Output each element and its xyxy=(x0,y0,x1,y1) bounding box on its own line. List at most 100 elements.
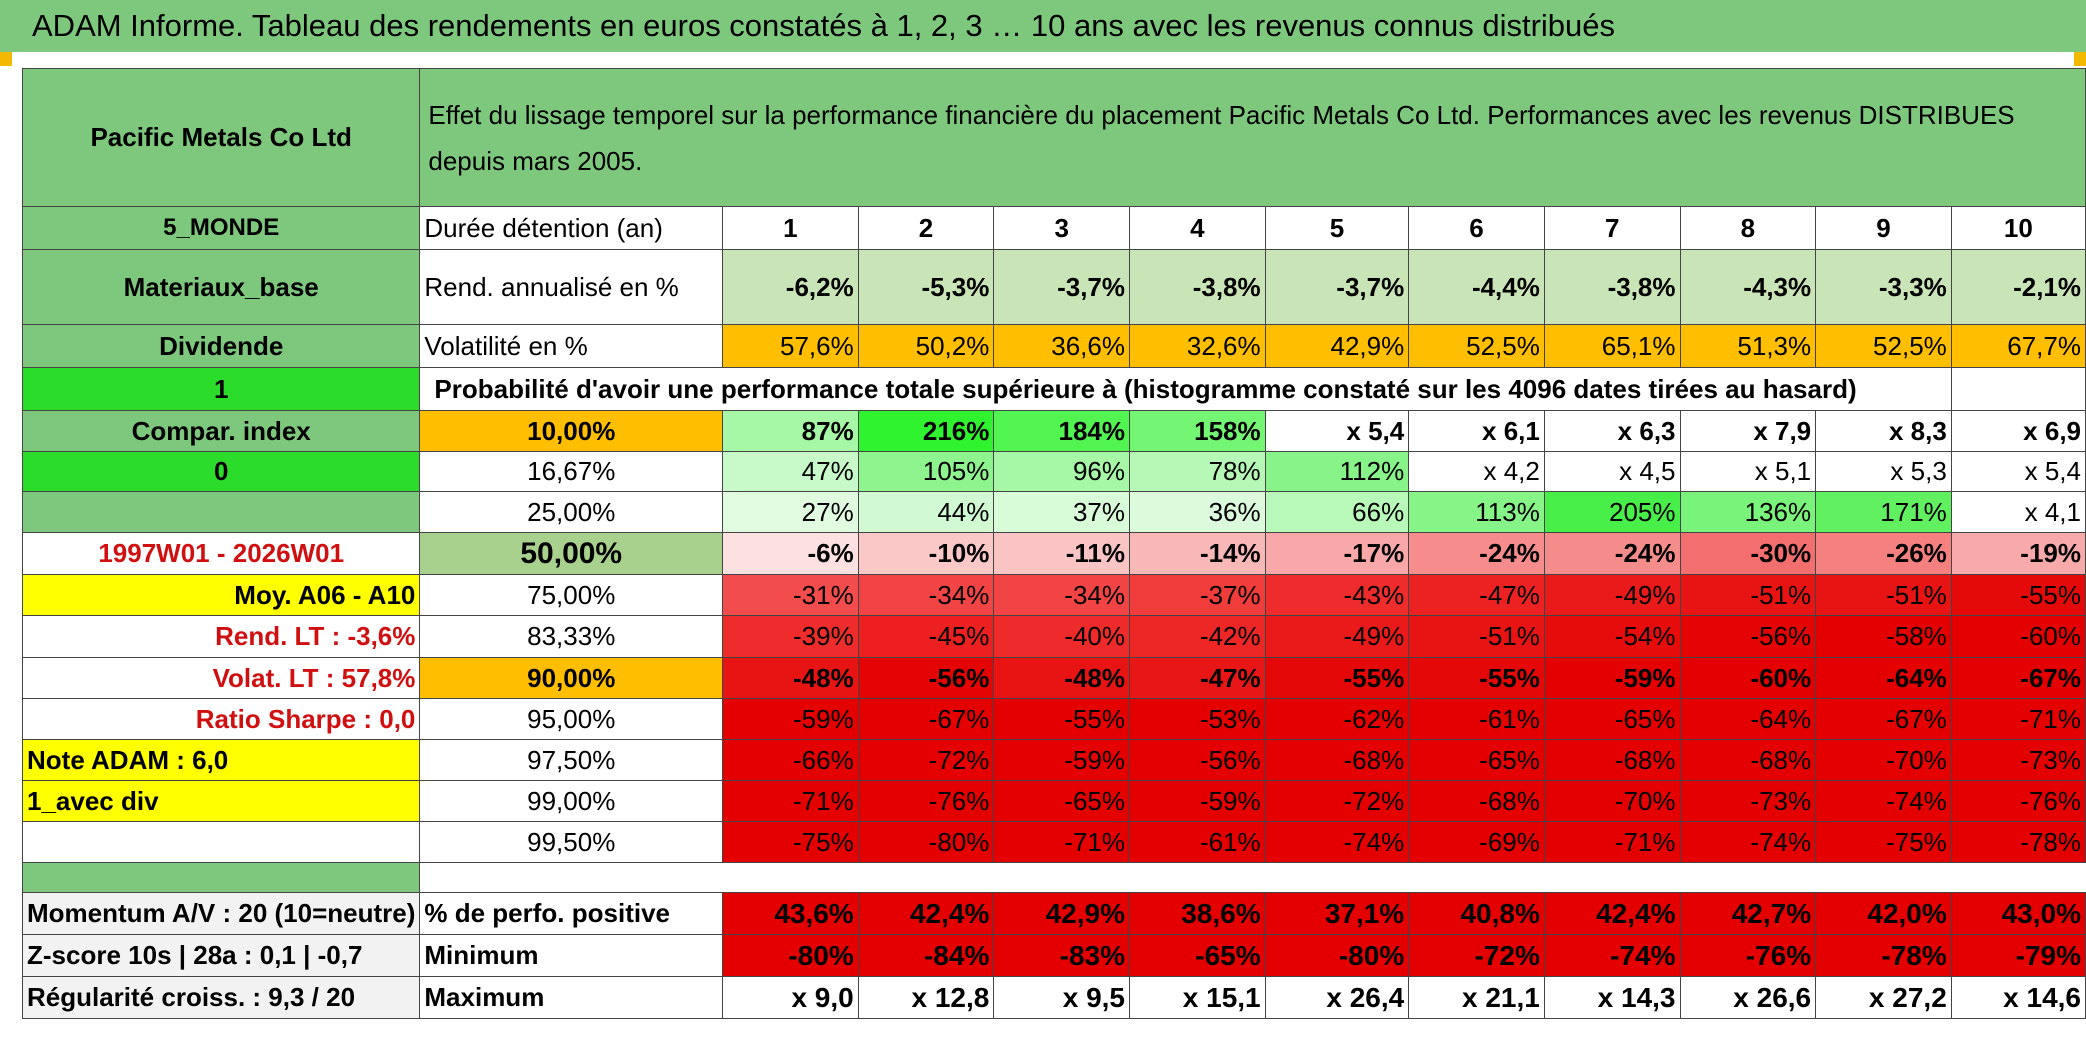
quantile-value: 105% xyxy=(857,451,995,492)
rend-value: -3,7% xyxy=(1264,249,1410,325)
quantile-value: -67% xyxy=(857,698,995,740)
separator-cell xyxy=(419,862,2086,893)
flag-zero: 0 xyxy=(21,451,421,492)
pos-value: 43,6% xyxy=(722,892,859,935)
max-label: Maximum xyxy=(419,976,724,1019)
quantile-value: -78% xyxy=(1950,821,2086,863)
report-title: ADAM Informe. Tableau des rendements en … xyxy=(32,8,1616,43)
instrument-name: Pacific Metals Co Ltd xyxy=(21,68,421,207)
quantile-value: -26% xyxy=(1815,532,1952,575)
min-value: -79% xyxy=(1950,934,2086,977)
pos-value: 42,4% xyxy=(857,892,995,935)
quantile-value: x 7,9 xyxy=(1679,410,1817,452)
quantile-value: -64% xyxy=(1815,657,1952,699)
quantile-label: 97,50% xyxy=(419,739,724,781)
prob-row: 1 Probabilité d'avoir une performance to… xyxy=(21,367,2086,411)
summary-row: Régularité croiss. : 9,3 / 20 Maximum x 9,… xyxy=(21,976,2086,1019)
quantile-value: -64% xyxy=(1679,698,1817,740)
vol-label: Volatilité en % xyxy=(419,324,724,368)
quantile-value: 37% xyxy=(993,491,1130,533)
vol-value: 52,5% xyxy=(1408,324,1545,368)
separator-cell xyxy=(21,862,421,893)
pos-value: 37,1% xyxy=(1264,892,1410,935)
empty-side xyxy=(21,491,421,533)
quantile-value: -55% xyxy=(993,698,1130,740)
rend-value: -3,8% xyxy=(1543,249,1681,325)
quantile-value: -71% xyxy=(1950,698,2086,740)
max-value: x 14,3 xyxy=(1543,976,1681,1019)
rend-row: Materiaux_base Rend. annualisé en % -6,2… xyxy=(21,249,2086,325)
min-value: -80% xyxy=(1264,934,1410,977)
quantile-value: 47% xyxy=(722,451,859,492)
quantile-row: 1_avec div 99,00% -71% -76% -65% -59% -72% -68%… xyxy=(21,780,2086,822)
quantile-value: -51% xyxy=(1408,615,1545,658)
quantile-value: -49% xyxy=(1543,574,1681,616)
quantile-value: -56% xyxy=(1129,739,1266,781)
quantile-value: -59% xyxy=(993,739,1130,781)
returns-table: Pacific Metals Co Ltd Effet du lissage t… xyxy=(21,68,2086,1019)
quantile-label: 25,00% xyxy=(419,491,724,533)
rend-value: -6,2% xyxy=(722,249,859,325)
quantile-row: 1997W01 - 2026W01 50,00% -6% -10% -11% -14% -1… xyxy=(21,532,2086,575)
quantile-row: Volat. LT : 57,8% 90,00% -48% -56% -48% -47% -… xyxy=(21,657,2086,699)
quantile-value: -11% xyxy=(993,532,1130,575)
year-header: 3 xyxy=(993,206,1130,250)
quantile-value: -19% xyxy=(1950,532,2086,575)
corner-marker xyxy=(2074,52,2086,66)
empty-cell xyxy=(1950,367,2086,411)
quantile-label: 99,50% xyxy=(419,821,724,863)
regularite-label: Régularité croiss. : 9,3 / 20 xyxy=(21,976,421,1019)
quantile-value: -72% xyxy=(1264,780,1410,822)
quantile-value: 158% xyxy=(1129,410,1266,452)
vol-value: 52,5% xyxy=(1815,324,1952,368)
quantile-row: Note ADAM : 6,0 97,50% -66% -72% -59% -56% -68… xyxy=(21,739,2086,781)
rend-value: -4,3% xyxy=(1679,249,1817,325)
income-label: Dividende xyxy=(21,324,421,368)
pos-value: 40,8% xyxy=(1408,892,1545,935)
quantile-value: -17% xyxy=(1264,532,1410,575)
vol-value: 65,1% xyxy=(1543,324,1681,368)
quantile-value: 66% xyxy=(1264,491,1410,533)
max-value: x 21,1 xyxy=(1408,976,1545,1019)
pos-value: 42,0% xyxy=(1815,892,1952,935)
quantile-value: -67% xyxy=(1815,698,1952,740)
quantile-value: -47% xyxy=(1408,574,1545,616)
vol-value: 51,3% xyxy=(1679,324,1817,368)
min-value: -78% xyxy=(1815,934,1952,977)
min-value: -80% xyxy=(722,934,859,977)
quantile-value: -6% xyxy=(722,532,859,575)
year-header: 9 xyxy=(1815,206,1952,250)
quantile-value: 78% xyxy=(1129,451,1266,492)
volat-lt-label: Volat. LT : 57,8% xyxy=(21,657,421,699)
quantile-value: -14% xyxy=(1129,532,1266,575)
quantile-value: x 6,3 xyxy=(1543,410,1681,452)
duration-row: 5_MONDE Durée détention (an) 1 2 3 4 5 6 7 8 9 10 xyxy=(21,206,2086,250)
flag-one: 1 xyxy=(21,367,421,411)
quantile-value: 184% xyxy=(993,410,1130,452)
quantile-value: -60% xyxy=(1679,657,1817,699)
vol-value: 32,6% xyxy=(1129,324,1266,368)
quantile-value: x 5,4 xyxy=(1950,451,2086,492)
pos-value: 38,6% xyxy=(1129,892,1266,935)
quantile-value: -59% xyxy=(1543,657,1681,699)
quantile-row: 99,50% -75% -80% -71% -61% -74% -69% -71% -74% -7… xyxy=(21,821,2086,863)
quantile-row: 25,00% 27% 44% 37% 36% 66% 113% 205% 136% 171% x 4… xyxy=(21,491,2086,533)
quantile-value: -65% xyxy=(993,780,1130,822)
rend-value: -3,3% xyxy=(1815,249,1952,325)
quantile-row: 0 16,67% 47% 105% 96% 78% 112% x 4,2 x 4,5 x 5,1 x… xyxy=(21,451,2086,492)
quantile-value: -10% xyxy=(857,532,995,575)
quantile-value: -58% xyxy=(1815,615,1952,658)
sector-label: Materiaux_base xyxy=(21,249,421,325)
vol-row: Dividende Volatilité en % 57,6% 50,2% 36,6… xyxy=(21,324,2086,368)
quantile-value: -49% xyxy=(1264,615,1410,658)
max-value: x 27,2 xyxy=(1815,976,1952,1019)
quantile-value: -34% xyxy=(857,574,995,616)
summary-row: Momentum A/V : 20 (10=neutre)% de perfo.… xyxy=(21,892,2086,935)
quantile-value: x 5,3 xyxy=(1815,451,1952,492)
pos-value: 42,9% xyxy=(993,892,1130,935)
quantile-value: -54% xyxy=(1543,615,1681,658)
quantile-label: 90,00% xyxy=(419,657,724,699)
quantile-value: -34% xyxy=(993,574,1130,616)
quantile-value: -72% xyxy=(857,739,995,781)
quantile-label: 95,00% xyxy=(419,698,724,740)
